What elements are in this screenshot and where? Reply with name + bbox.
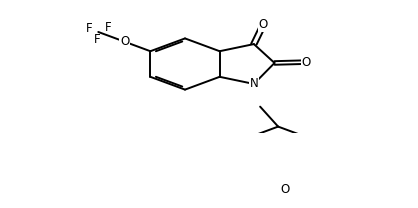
Text: N: N (250, 77, 258, 90)
Text: F: F (105, 21, 112, 34)
Text: O: O (280, 183, 289, 197)
Text: F: F (87, 22, 93, 35)
Text: O: O (301, 56, 311, 69)
Text: O: O (259, 18, 268, 31)
Text: O: O (120, 35, 130, 48)
Text: F: F (94, 33, 100, 46)
